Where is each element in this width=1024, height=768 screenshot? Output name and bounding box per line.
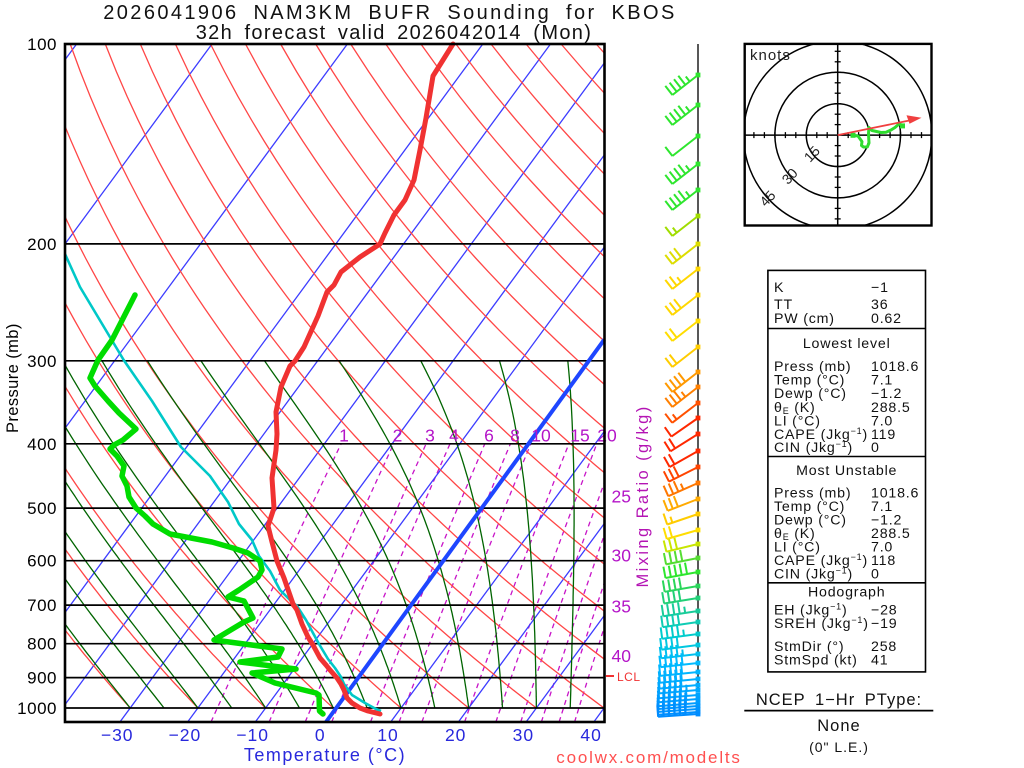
svg-text:Lowest level: Lowest level (803, 336, 891, 352)
svg-text:−1.2: −1.2 (871, 386, 902, 402)
svg-text:SREH (Jkg−1): SREH (Jkg−1) (774, 615, 869, 632)
svg-text:NCEP 1−Hr PType:: NCEP 1−Hr PType: (756, 691, 922, 709)
svg-text:7.0: 7.0 (871, 414, 893, 430)
svg-text:Hodograph: Hodograph (808, 585, 885, 601)
svg-text:500: 500 (27, 499, 57, 518)
svg-text:0: 0 (315, 725, 326, 745)
svg-text:PW (cm): PW (cm) (774, 311, 835, 327)
svg-text:−10: −10 (236, 725, 269, 745)
svg-text:StmSpd (kt): StmSpd (kt) (774, 653, 858, 669)
svg-text:32h forecast valid 2026042014: 32h forecast valid 2026042014 (Mon) (196, 22, 593, 44)
svg-text:LI (°C): LI (°C) (774, 414, 821, 430)
svg-text:1018.6: 1018.6 (871, 486, 919, 502)
svg-text:θE (K): θE (K) (774, 526, 816, 542)
svg-text:0: 0 (871, 567, 880, 583)
svg-text:CIN (Jkg−1): CIN (Jkg−1) (774, 566, 853, 583)
svg-text:7.0: 7.0 (871, 540, 893, 556)
svg-text:K: K (774, 280, 784, 296)
svg-text:−30: −30 (101, 725, 134, 745)
svg-text:−1: −1 (871, 280, 889, 296)
svg-text:1000: 1000 (17, 699, 57, 718)
svg-text:CIN (Jkg−1): CIN (Jkg−1) (774, 439, 853, 456)
svg-text:−1.2: −1.2 (871, 513, 902, 529)
svg-text:EH (Jkg−1): EH (Jkg−1) (774, 602, 847, 619)
svg-text:400: 400 (27, 435, 57, 454)
svg-text:40: 40 (612, 646, 632, 666)
svg-text:TT: TT (774, 297, 793, 313)
svg-text:(0" L.E.): (0" L.E.) (809, 739, 869, 755)
svg-text:3: 3 (425, 426, 435, 446)
svg-text:900: 900 (27, 669, 57, 688)
svg-text:LCL: LCL (617, 670, 641, 684)
svg-text:Press (mb): Press (mb) (774, 359, 851, 375)
svg-text:Temp (°C): Temp (°C) (774, 499, 845, 515)
svg-text:Temp (°C): Temp (°C) (774, 373, 845, 389)
svg-text:Dewp (°C): Dewp (°C) (774, 386, 847, 402)
svg-text:2026041906 NAM3KM BUFR Soundin: 2026041906 NAM3KM BUFR Sounding for KBOS (103, 2, 676, 24)
svg-text:−19: −19 (871, 616, 897, 632)
svg-text:20: 20 (445, 725, 466, 745)
svg-text:LI (°C): LI (°C) (774, 540, 821, 556)
svg-text:6: 6 (484, 426, 494, 446)
svg-text:knots: knots (750, 47, 791, 64)
svg-text:Pressure (mb): Pressure (mb) (4, 323, 22, 433)
svg-text:258: 258 (871, 639, 897, 655)
svg-text:coolwx.com/modelts: coolwx.com/modelts (556, 748, 741, 767)
svg-text:118: 118 (871, 553, 896, 569)
svg-text:288.5: 288.5 (871, 526, 911, 542)
svg-text:0: 0 (871, 440, 880, 456)
svg-text:StmDir (°): StmDir (°) (774, 639, 844, 655)
svg-text:600: 600 (27, 552, 57, 571)
svg-text:4: 4 (449, 426, 459, 446)
svg-text:0.62: 0.62 (871, 311, 902, 327)
svg-text:40: 40 (580, 725, 601, 745)
svg-text:700: 700 (27, 596, 57, 615)
svg-text:41: 41 (871, 653, 888, 669)
svg-text:10: 10 (531, 426, 551, 446)
svg-text:7.1: 7.1 (871, 373, 893, 389)
svg-text:25: 25 (612, 487, 631, 507)
svg-text:30: 30 (612, 546, 632, 566)
svg-text:Dewp (°C): Dewp (°C) (774, 513, 847, 529)
svg-text:35: 35 (612, 597, 631, 617)
svg-text:36: 36 (871, 297, 888, 313)
svg-text:8: 8 (510, 426, 520, 446)
svg-text:119: 119 (871, 427, 896, 443)
svg-text:CAPE (Jkg−1): CAPE (Jkg−1) (774, 426, 868, 443)
svg-text:30: 30 (513, 725, 534, 745)
svg-text:2: 2 (393, 426, 403, 446)
svg-text:15: 15 (570, 426, 589, 446)
svg-text:Most Unstable: Most Unstable (796, 463, 897, 479)
svg-text:800: 800 (27, 635, 57, 654)
svg-text:CAPE (Jkg−1): CAPE (Jkg−1) (774, 552, 868, 569)
svg-text:288.5: 288.5 (871, 400, 911, 416)
svg-text:1018.6: 1018.6 (871, 359, 919, 375)
svg-text:7.1: 7.1 (871, 499, 893, 515)
svg-text:Temperature (°C): Temperature (°C) (244, 745, 406, 765)
svg-text:1: 1 (339, 426, 349, 446)
svg-text:−28: −28 (871, 603, 897, 619)
svg-text:200: 200 (27, 235, 57, 254)
svg-text:100: 100 (27, 35, 57, 54)
svg-text:−20: −20 (169, 725, 202, 745)
svg-text:20: 20 (597, 426, 617, 446)
svg-text:None: None (817, 717, 860, 735)
svg-text:Press (mb): Press (mb) (774, 486, 851, 502)
svg-text:300: 300 (27, 352, 57, 371)
svg-text:10: 10 (377, 725, 398, 745)
svg-text:Mixing Ratio (g/kg): Mixing Ratio (g/kg) (634, 404, 652, 587)
